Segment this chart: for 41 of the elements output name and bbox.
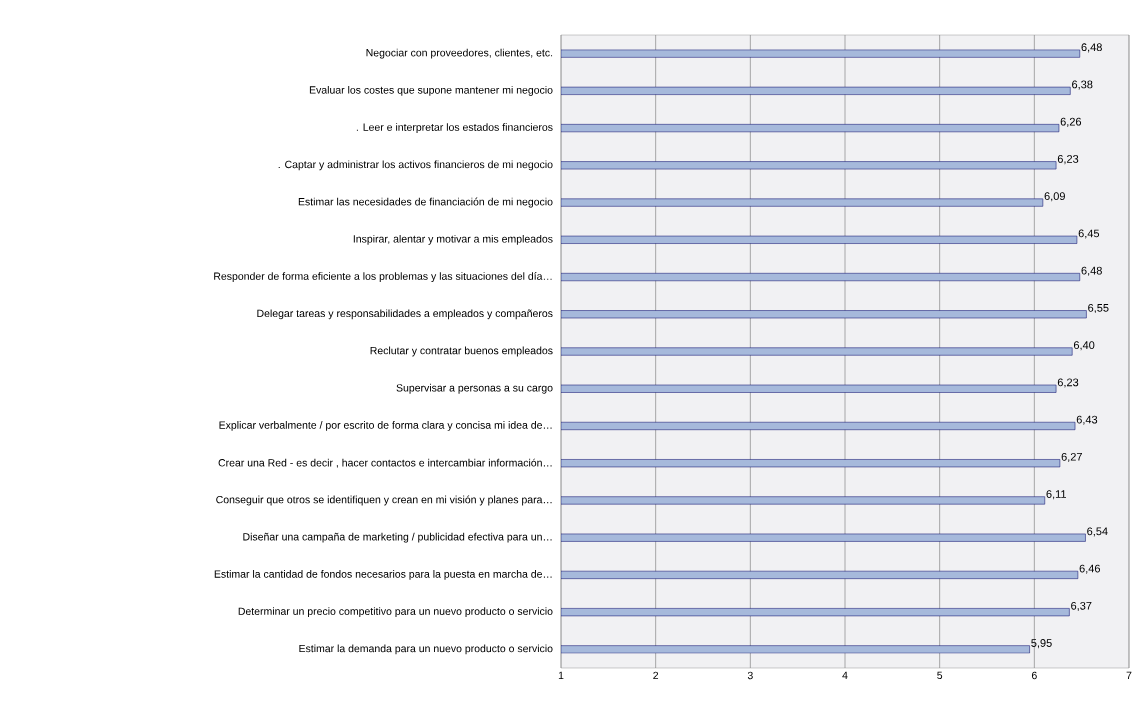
x-tick-label: 1 [558,671,564,679]
x-tick-label: 7 [1126,671,1132,679]
data-label: 6,55 [1088,303,1109,314]
data-label: 6,46 [1079,564,1100,574]
data-label: 6,11 [1046,490,1067,500]
y-tick-label: Explicar verbalmente / por escrito de forma clara y concisa mi idea de… [219,421,552,431]
y-tick-label: Estimar la demanda para un nuevo producto o servicio [299,644,553,655]
data-label: 6,43 [1076,415,1098,425]
y-tick-label: Negociar con proveedores, clientes, etc. [366,48,553,59]
y-tick-label: Responder de forma eficiente a los problemas y las situaciones del día… [214,272,552,282]
data-label: 6,26 [1060,117,1082,127]
y-tick-label: Conseguir que otros se identifiquen y crean en mi visión y planes para… [216,495,552,506]
data-label: 6,54 [1087,527,1108,537]
x-tick-label: 4 [842,671,848,679]
data-label: 6,48 [1081,266,1102,276]
data-label: 6,37 [1071,601,1092,611]
y-tick-label: Estimar la cantidad de fondos necesarios para la puesta en marcha de… [214,570,552,580]
x-tick-label: 6 [1031,671,1037,680]
y-tick-label: Reclutar y contratar buenos empleados [370,346,553,357]
data-label: 6,45 [1078,229,1100,239]
data-label: 5,95 [1031,639,1052,649]
y-tick-label: Inspirar, alentar y motivar a mis empleados [353,234,553,245]
y-tick-label: . Leer e interpretar los estados financieros [356,123,553,133]
x-tick-label: 5 [937,671,943,680]
y-tick-label: Evaluar los costes que supone mantener mi negocio [309,85,553,96]
y-tick-label: . Captar y administrar los activos financieros de mi negocio [278,160,553,171]
y-tick-label: Estimar las necesidades de financiación de mi negocio [298,197,553,208]
data-label: 6,23 [1057,155,1079,165]
y-tick-label: Delegar tareas y responsabilidades a empleados y compañeros [257,309,553,320]
y-tick-label: Crear una Red - es decir , hacer contactos e intercambiar información… [218,458,552,468]
data-label: 6,27 [1061,452,1082,463]
data-label: 6,09 [1044,192,1065,202]
x-tick-label: 3 [747,671,753,680]
x-tick-label: 2 [653,671,659,680]
y-tick-label: Diseñar una campaña de marketing / publicidad efectiva para un… [243,532,552,543]
data-label: 6,38 [1072,80,1093,90]
data-label: 6,23 [1057,378,1079,388]
data-label: 6,48 [1081,43,1102,53]
y-tick-label: Supervisar a personas a su cargo [396,383,553,394]
y-tick-label: Determinar un precio competitivo para un nuevo producto o servicio [238,607,553,618]
data-label: 6,40 [1073,341,1095,351]
